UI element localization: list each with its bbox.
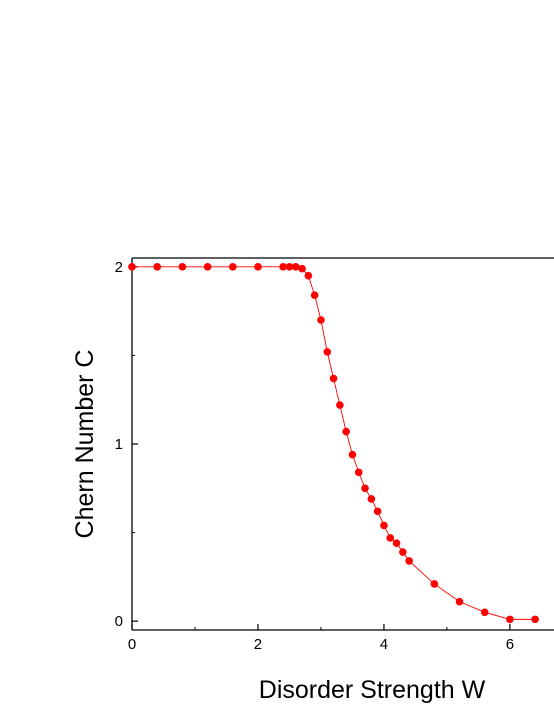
y-tick-label: 1 [115,436,123,453]
series-line [132,266,536,620]
x-tick-label: 0 [128,636,136,653]
data-point [531,615,539,624]
x-tick-label: 6 [506,636,514,653]
data-point [392,539,401,547]
data-point [254,263,262,271]
x-tick-label: 2 [254,636,262,653]
tick-labels: 0 2 4 6 0 1 2 [115,259,514,653]
data-point [386,534,395,542]
data-point [506,615,514,624]
data-point [399,548,407,556]
data-point [310,291,319,300]
data-point [329,374,338,383]
y-axis-title: Chern Number C [71,350,99,539]
data-point [367,495,376,503]
data-point [285,263,294,271]
data-point [354,468,363,477]
data-point [178,263,187,271]
y-tick-label: 2 [115,259,123,276]
data-point [373,507,382,516]
data-point [317,316,325,324]
data-point [430,580,439,588]
data-point [348,450,357,459]
data-point [203,263,212,271]
plot-frame [131,257,554,631]
x-tick-label: 4 [380,636,388,653]
data-point [228,263,237,271]
data-point [304,271,313,280]
data-point [153,263,161,271]
data-point [323,348,332,356]
y-tick-label: 0 [115,613,123,630]
data-point [480,608,489,617]
data-point [128,263,136,271]
data-point [336,401,344,409]
series-group [128,263,539,624]
data-point [455,597,464,606]
data-point [342,427,350,436]
data-point [298,264,306,273]
data-point [291,263,300,271]
data-point [405,557,413,565]
x-axis-title: Disorder Strength W [259,676,486,704]
data-point [279,263,287,271]
data-point [361,484,369,493]
data-point [380,521,388,530]
